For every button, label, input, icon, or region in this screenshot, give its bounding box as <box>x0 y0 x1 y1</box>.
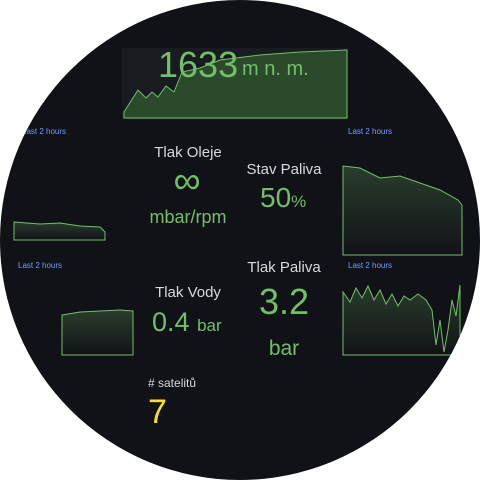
altitude-unit: m n. m. <box>242 58 309 80</box>
unit: % <box>291 192 307 211</box>
unit: bar <box>197 316 222 335</box>
water-sparkline <box>61 309 134 356</box>
fuel-pressure-unit: bar <box>268 337 300 360</box>
panel-title: Stav Paliva <box>246 161 322 178</box>
time-range: Last 2 hours <box>348 127 393 136</box>
panel-title: Tlak Paliva <box>247 259 321 276</box>
oil-value: ∞ <box>173 160 201 202</box>
fuel-level-sparkline <box>342 165 463 256</box>
panel-title: Tlak Oleje <box>154 144 222 161</box>
value: 50 <box>260 182 292 213</box>
oil-unit: mbar/rpm <box>149 207 227 227</box>
value: 0.4 <box>152 307 190 337</box>
fuel-pressure-sparkline <box>342 284 461 356</box>
altitude-value: 1633 <box>158 44 239 85</box>
fuel-pressure-value: 3.2 <box>258 281 310 322</box>
fuel-level-value: 50% <box>260 182 306 214</box>
oil-sparkline <box>13 221 106 241</box>
satellites-value: 7 <box>148 393 167 431</box>
panel-title: # satelitů <box>148 376 197 390</box>
time-range: Last 2 hours <box>22 127 67 136</box>
time-range: Last 2 hours <box>18 261 63 270</box>
water-value: 0.4 bar <box>152 307 222 338</box>
panel-title: Tlak Vody <box>155 284 221 301</box>
time-range: Last 2 hours <box>348 261 393 270</box>
altitude-sparkline <box>123 49 348 119</box>
